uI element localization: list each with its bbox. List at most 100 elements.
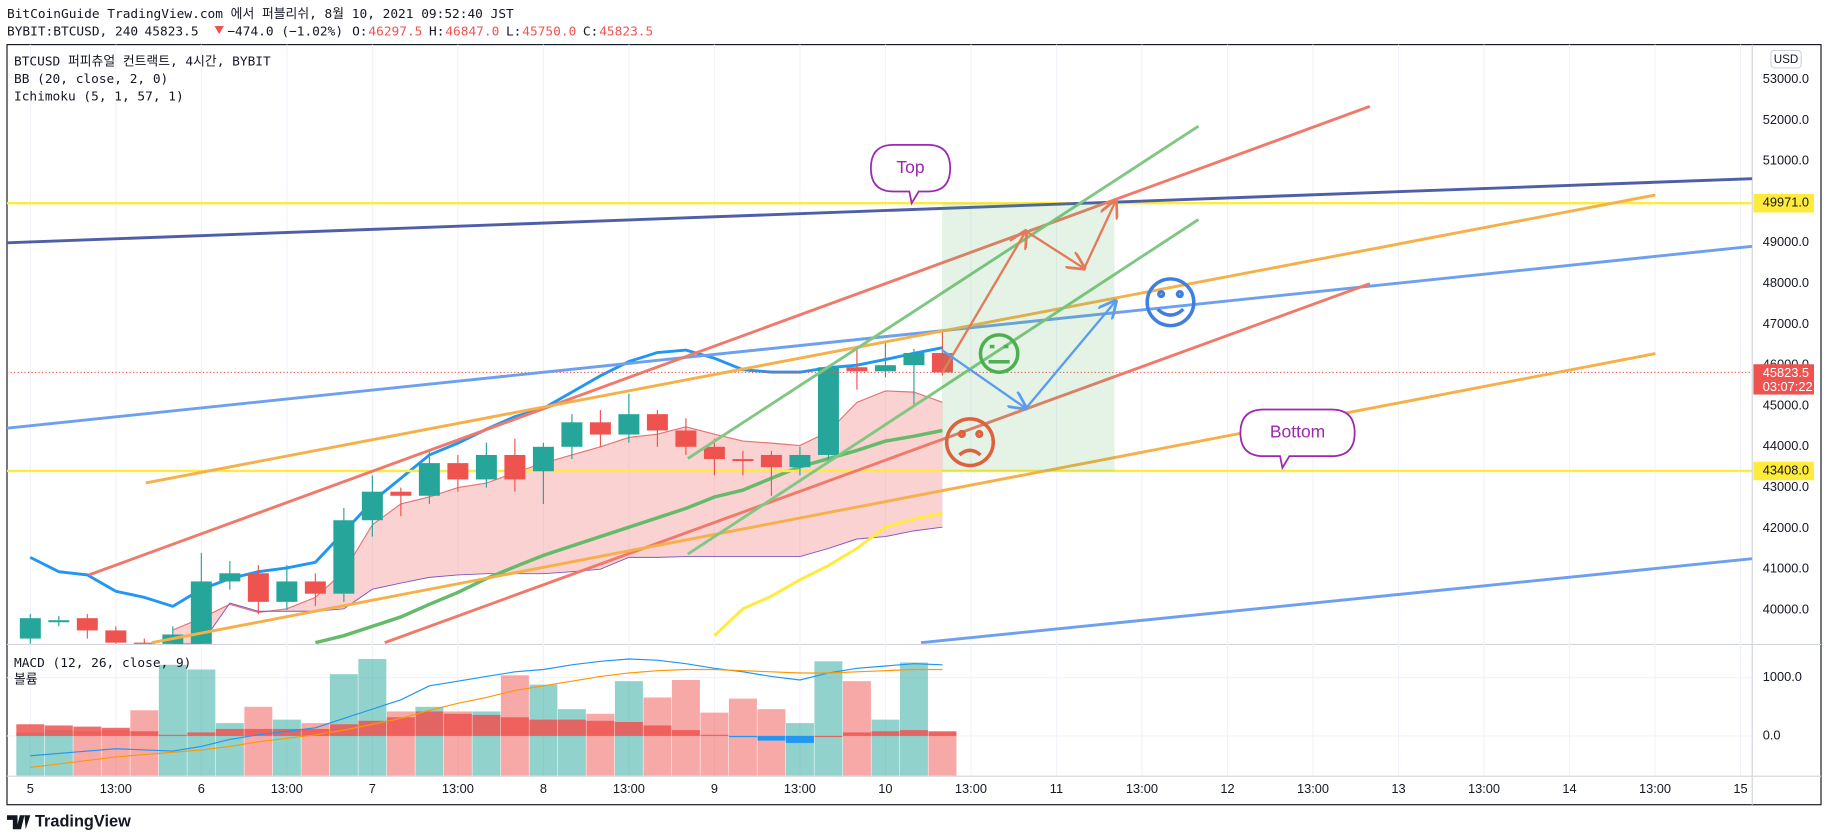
volume-bar (671, 679, 700, 776)
volume-bar (158, 664, 187, 776)
macd-histogram (301, 728, 330, 736)
y-tick-label: 45000.0 (1763, 397, 1809, 412)
x-tick-label: 14 (1562, 781, 1576, 796)
candle-body (846, 367, 868, 372)
x-tick-label: 10 (878, 781, 892, 796)
candle-body (447, 463, 469, 480)
x-tick-label: 13:00 (1297, 781, 1329, 796)
candle-body (703, 446, 725, 460)
y-tick-label: 0.0 (1763, 727, 1781, 742)
candle-body (931, 353, 953, 373)
macd-histogram (871, 731, 900, 736)
candle-body (589, 422, 611, 435)
annotation: Top (896, 157, 924, 177)
happy-face (1145, 277, 1196, 328)
candle-body (903, 352, 925, 366)
l: 45750.0 (522, 24, 576, 39)
callout (869, 143, 952, 206)
macd-histogram (101, 727, 130, 736)
o: 46297.5 (368, 24, 422, 39)
candle-body (19, 618, 41, 639)
candle-body (276, 581, 298, 602)
candle-body (646, 414, 668, 431)
macd-histogram (358, 720, 387, 736)
symbol: BYBIT:BTCUSD, 240 (7, 24, 138, 39)
x-tick-label: 8 (540, 781, 547, 796)
x-tick-label: 13 (1391, 781, 1405, 796)
arrow (940, 231, 1026, 374)
macd-histogram (16, 724, 45, 736)
last-price-label: 45823.5 (1763, 365, 1809, 380)
macd-histogram (928, 731, 957, 736)
sad-face (944, 417, 996, 468)
macd-histogram (728, 735, 757, 738)
last: 45823.5 (145, 24, 199, 39)
y-tick-label: 43000.0 (1763, 479, 1809, 494)
candle-body (475, 454, 497, 480)
macd-histogram (158, 734, 187, 736)
trendline (151, 352, 1656, 644)
level-label: 43408.0 (1763, 462, 1809, 477)
volume-bar (871, 719, 900, 776)
candle-body (418, 463, 440, 496)
candle-body (789, 454, 811, 468)
y-tick-label: 41000.0 (1763, 561, 1809, 576)
logo (6, 815, 31, 830)
cloud-bottom (172, 526, 943, 644)
macd-histogram (671, 730, 700, 736)
x-tick-label: 13:00 (955, 781, 987, 796)
macd-histogram (472, 714, 501, 736)
trendline (145, 193, 1656, 485)
change: −474.0 (−1.02%) (227, 24, 343, 39)
volume-bar (130, 710, 159, 776)
volume-bar (16, 732, 45, 776)
grid (6, 44, 1753, 776)
volume-bar (643, 697, 672, 776)
candle-body (732, 459, 754, 462)
y-tick-label: 51000.0 (1763, 153, 1809, 168)
macd-histogram (443, 713, 472, 736)
trendline (6, 177, 1753, 245)
candle-body (390, 491, 412, 496)
macd-histogram (73, 726, 102, 736)
x-tick-label: 6 (198, 781, 205, 796)
trendline (687, 124, 1200, 460)
legend-ichimoku: Ichimoku (5, 1, 57, 1) (14, 90, 184, 105)
macd-histogram (757, 735, 786, 741)
x-tick-label: 13:00 (442, 781, 474, 796)
x-tick-label: 13:00 (271, 781, 303, 796)
x-tick-label: 13:00 (1126, 781, 1158, 796)
volume-bar (899, 662, 928, 776)
level-label: 49971.0 (1763, 195, 1809, 210)
c-key: C: (583, 24, 598, 39)
macd-histogram (899, 730, 928, 736)
macd-histogram (415, 711, 444, 736)
y-tick-label: 47000.0 (1763, 316, 1809, 331)
macd-histogram (500, 717, 529, 736)
candle-body (504, 454, 526, 480)
macd-histogram (187, 732, 216, 736)
legend-volume: 볼륨 (14, 672, 38, 687)
candle-body (817, 367, 839, 455)
x-tick-label: 12 (1220, 781, 1234, 796)
candle-body (304, 581, 326, 594)
arrow (941, 349, 1026, 408)
y-tick-label: 44000.0 (1763, 438, 1809, 453)
candle-body (76, 618, 98, 631)
y-tick-label: 42000.0 (1763, 520, 1809, 535)
currency-box (1770, 49, 1802, 69)
candle-body (333, 520, 355, 594)
x-tick-label: 11 (1050, 781, 1063, 796)
candle-body (361, 491, 383, 521)
header-line1: BitCoinGuide TradingView.com 에서 퍼블리쉬, 8월… (7, 7, 514, 22)
y-tick-label: 40000.0 (1763, 601, 1809, 616)
x-tick-label: 13:00 (1468, 781, 1500, 796)
candle-body (190, 581, 212, 644)
annotation: Bottom (1270, 421, 1325, 441)
neutral-face (978, 333, 1020, 374)
x-tick-label: 13:00 (613, 781, 645, 796)
y-tick-label: 1000.0 (1763, 669, 1802, 684)
volume-bar (700, 712, 729, 776)
x-tick-label: 13:00 (784, 781, 816, 796)
